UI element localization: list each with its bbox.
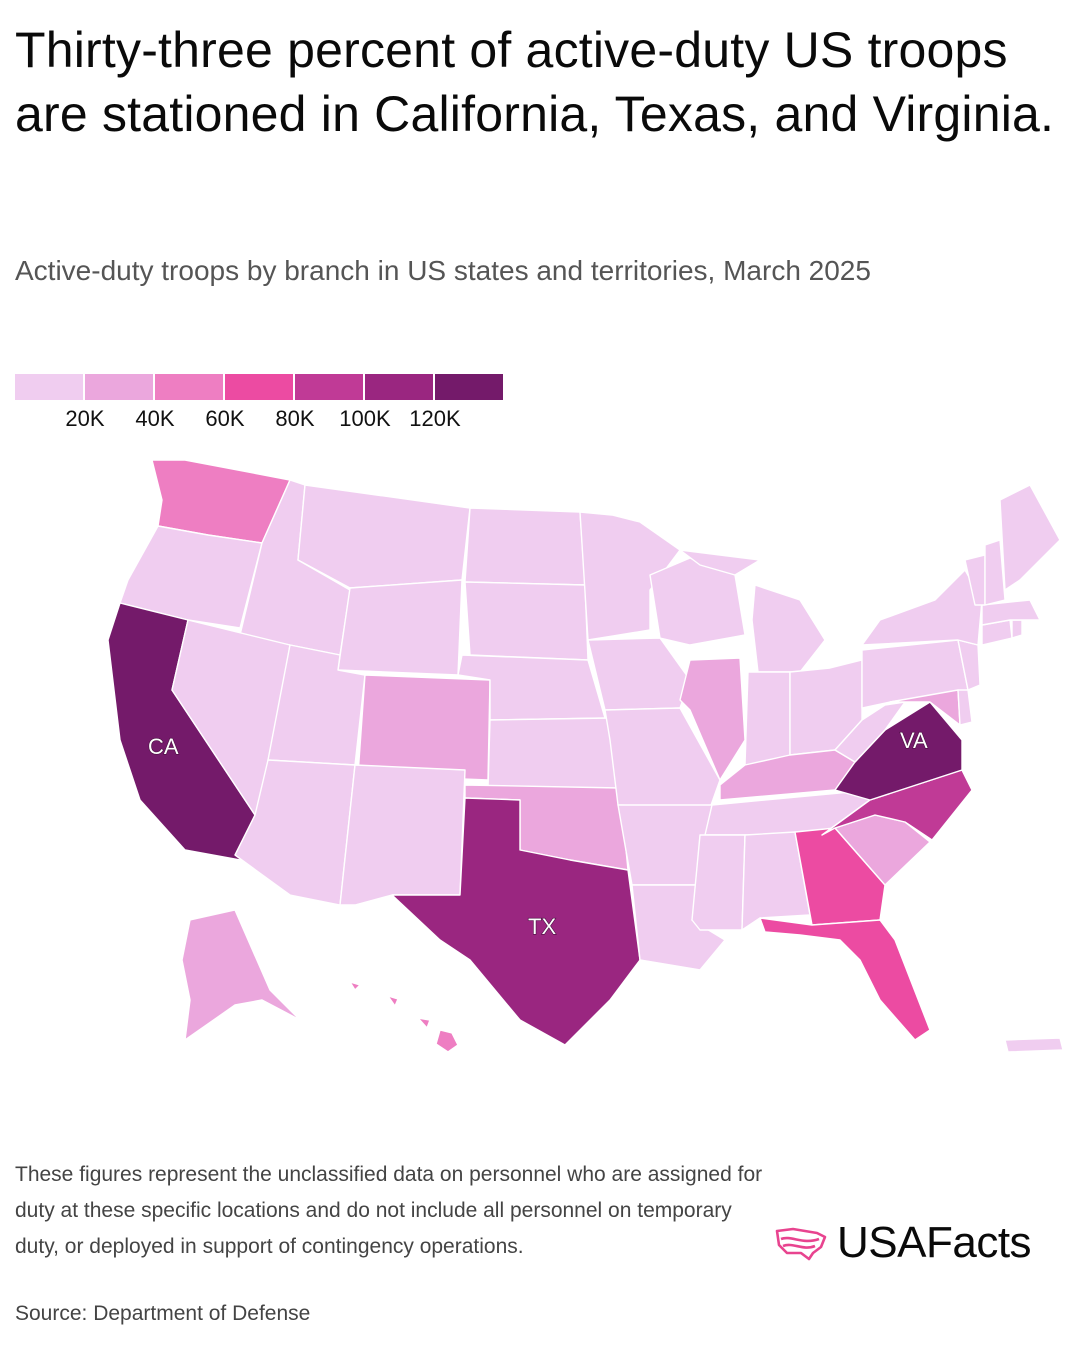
legend-label: 120K [409,406,461,431]
state-al [741,831,811,931]
state-co [357,674,491,781]
state-ms [691,834,746,931]
source-line: Source: Department of Defense [15,1302,311,1325]
state-de [957,689,973,726]
state-wy [337,579,463,676]
state-ky [719,749,856,801]
state-hi [349,981,459,1053]
label-ca: CA [148,734,179,759]
legend-label: 60K [205,406,245,431]
state-mt [297,484,471,589]
legend-label: 80K [275,406,315,431]
legend-labels: 20K 40K 60K 80K 100K 120K [15,406,503,436]
state-fl [759,917,931,1041]
state-ks [487,717,619,791]
legend-swatches [15,374,503,400]
state-ak [181,909,301,1041]
legend-swatch [15,374,83,400]
usa-map-logo-icon [775,1227,827,1261]
legend-swatch [295,374,363,400]
state-in [744,671,791,766]
state-ri [1011,619,1023,639]
logo-text: USAFacts [837,1218,1032,1267]
color-legend: 20K 40K 60K 80K 100K 120K [15,374,503,436]
label-tx: TX [528,914,556,939]
legend-swatch [365,374,433,400]
territory-pr [1004,1037,1064,1053]
legend-label: 100K [339,406,391,431]
usafacts-logo: USAFacts [773,1218,1032,1268]
legend-swatch [85,374,153,400]
legend-label: 40K [135,406,175,431]
footnote: These figures represent the unclassified… [15,1163,763,1258]
state-sd [464,581,589,661]
legend-swatch [435,374,503,400]
state-nm [339,764,466,906]
chart-subtitle: Active-duty troops by branch in US state… [15,255,871,286]
state-nd [464,507,586,586]
chart-title: Thirty-three percent of active-duty US t… [15,22,1055,142]
legend-swatch [155,374,223,400]
state-nh [984,539,1006,606]
state-ga [794,827,886,926]
state-me [999,484,1061,591]
state-ny [861,569,983,646]
state-ma [981,599,1041,626]
state-tx [391,797,641,1046]
label-va: VA [900,728,928,753]
legend-label: 20K [65,406,105,431]
state-il [679,657,746,781]
legend-swatch [225,374,293,400]
us-map: CA TX VA [0,440,1080,1065]
state-or [119,525,263,629]
state-ia [587,637,691,711]
